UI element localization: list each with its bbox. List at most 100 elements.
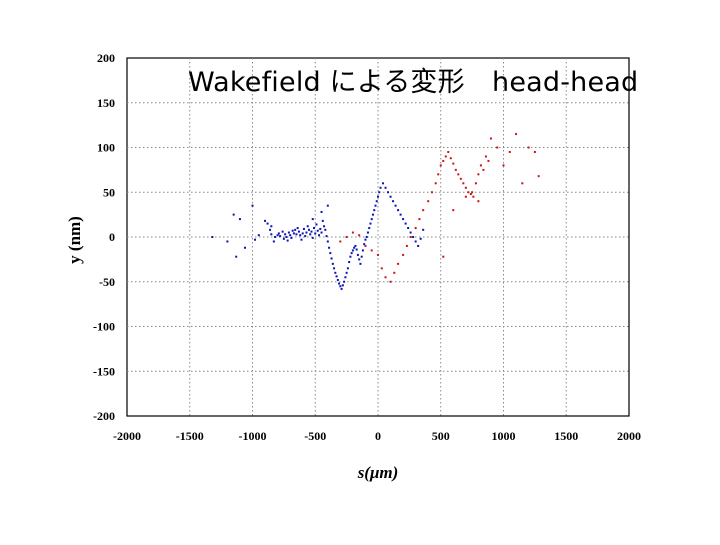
chart-title: Wakefield による変形 head-head	[188, 67, 639, 98]
blue-point	[318, 234, 321, 237]
data-points	[211, 133, 540, 290]
red-point	[452, 162, 455, 165]
red-point	[469, 193, 472, 196]
blue-point	[316, 229, 319, 232]
blue-point	[279, 235, 282, 238]
x-tick-label: 0	[375, 429, 381, 443]
blue-point	[235, 255, 238, 258]
blue-point	[311, 236, 314, 239]
blue-point	[335, 275, 338, 278]
y-tick-label: 50	[103, 185, 115, 199]
blue-point	[319, 227, 322, 230]
red-point	[482, 168, 485, 171]
y-tick-label: 200	[97, 51, 115, 65]
blue-point	[314, 232, 317, 235]
blue-point	[251, 204, 254, 207]
blue-point	[266, 222, 269, 225]
red-point	[427, 200, 430, 203]
red-point	[471, 191, 474, 194]
y-tick-label: -100	[93, 320, 115, 334]
blue-point	[348, 261, 351, 264]
x-tick-label: -2000	[113, 429, 141, 443]
blue-point	[326, 240, 329, 243]
blue-point	[281, 230, 284, 233]
y-tick-label: 100	[97, 141, 115, 155]
x-tick-label: -1000	[239, 429, 267, 443]
blue-point	[336, 278, 339, 281]
blue-point	[350, 252, 353, 255]
blue-point	[338, 282, 341, 285]
red-point	[457, 173, 460, 176]
blue-point	[346, 267, 349, 270]
blue-point	[238, 218, 241, 221]
red-point	[377, 253, 379, 256]
red-point	[447, 150, 450, 153]
blue-point	[361, 249, 364, 252]
blue-point	[276, 234, 279, 237]
red-point	[389, 280, 392, 283]
blue-point	[387, 191, 390, 194]
blue-point	[374, 204, 377, 207]
blue-point	[232, 213, 235, 216]
red-point	[405, 244, 408, 247]
blue-point	[375, 200, 378, 203]
red-point	[521, 182, 524, 185]
blue-point	[412, 236, 415, 238]
red-point	[537, 175, 540, 178]
blue-point	[371, 213, 374, 216]
blue-point	[419, 237, 422, 240]
blue-point	[368, 227, 371, 230]
red-point	[452, 209, 455, 212]
red-point	[496, 146, 499, 149]
blue-point	[300, 238, 303, 241]
blue-point	[311, 218, 314, 221]
red-point	[422, 209, 425, 212]
blue-point	[243, 246, 246, 249]
blue-point	[359, 262, 362, 265]
blue-point	[315, 223, 318, 226]
blue-point	[282, 237, 285, 240]
blue-point	[328, 246, 331, 249]
blue-point	[373, 209, 376, 212]
blue-point	[392, 200, 395, 203]
red-point	[397, 262, 400, 265]
x-tick-label: 1500	[554, 429, 578, 443]
x-tick-label: -1500	[176, 429, 204, 443]
blue-point	[291, 229, 294, 232]
red-point	[414, 227, 417, 230]
red-point	[444, 155, 447, 158]
blue-point	[309, 233, 312, 236]
red-point	[442, 159, 445, 162]
blue-point	[353, 246, 356, 249]
blue-point	[409, 231, 412, 234]
blue-point	[331, 262, 334, 265]
grid-lines	[127, 58, 629, 416]
red-point	[370, 249, 373, 252]
blue-point	[360, 255, 363, 258]
red-point	[467, 191, 470, 194]
red-point	[418, 218, 421, 221]
red-point	[439, 164, 442, 167]
blue-point	[326, 204, 329, 207]
red-point	[409, 236, 412, 238]
y-tick-label: -50	[99, 275, 115, 289]
red-point	[345, 236, 348, 238]
blue-point	[284, 233, 287, 236]
blue-point	[257, 234, 260, 237]
blue-point	[422, 228, 425, 231]
red-point	[515, 133, 518, 136]
blue-point	[340, 287, 343, 290]
blue-point	[312, 227, 315, 230]
y-axis-label: y (nm)	[65, 216, 84, 264]
red-point	[489, 137, 492, 140]
blue-point	[310, 230, 313, 233]
blue-point	[270, 225, 273, 228]
red-point	[464, 195, 467, 198]
red-point	[358, 234, 361, 237]
y-tick-label: -150	[93, 364, 115, 378]
y-tick-labels: 200 150 100 50 0 -50 -100 -150 -200	[93, 51, 115, 423]
blue-point	[366, 231, 369, 234]
blue-point	[407, 227, 410, 230]
blue-point	[399, 213, 402, 216]
x-tick-label: 1000	[492, 429, 516, 443]
